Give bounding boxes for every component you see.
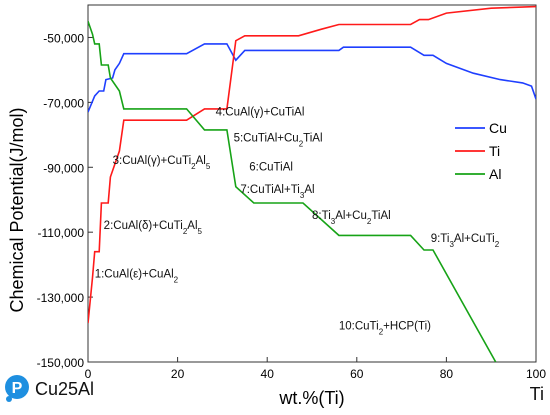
phase-annotation-7: 7:CuTiAl+Ti3Al	[240, 184, 314, 200]
legend: Cu Ti Al	[455, 120, 507, 182]
y-tick-label: -70,000	[43, 96, 84, 110]
series-line-ti	[88, 5, 536, 324]
logo-text: Cu25Al	[35, 379, 95, 399]
series-layer	[88, 5, 536, 362]
y-tick-label: -50,000	[43, 31, 84, 45]
x-tick-label: 80	[440, 367, 454, 381]
plot-frame-layer	[87, 4, 537, 363]
phase-annotation-3: 3:CuAl(γ)+CuTi2Al5	[113, 155, 211, 171]
legend-label-al: Al	[489, 166, 501, 182]
x-axis-title: wt.%(Ti)	[278, 388, 344, 408]
phase-annotation-4: 4:CuAl(γ)+CuTiAl	[216, 106, 305, 118]
phase-annotation-10: 10:CuTi2+HCP(Ti)	[339, 321, 431, 337]
phase-annotation-8: 8:Ti3Al+Cu2TiAl	[312, 210, 391, 226]
phase-annotation-2: 2:CuAl(δ)+CuTi2Al5	[104, 220, 203, 236]
svg-text:P: P	[12, 380, 23, 397]
logo-p-icon: P	[5, 375, 29, 402]
phase-annotation-1: 1:CuAl(ε)+CuAl2	[95, 269, 179, 285]
y-tick-label: -130,000	[37, 291, 85, 305]
phase-annotation-6: 6:CuTiAl	[249, 162, 293, 174]
x-tick-label: 0	[85, 367, 92, 381]
plot-frame	[87, 4, 537, 363]
x-tick-label: 20	[171, 367, 185, 381]
series-line-cu	[88, 43, 536, 113]
y-tick-label: -150,000	[37, 356, 85, 370]
phase-annotation-9: 9:Ti3Al+CuTi2	[431, 233, 500, 249]
bottom-right-label: Ti	[529, 384, 544, 404]
brand-logo: P Cu25Al	[4, 372, 144, 404]
phase-annotation-5: 5:CuTiAl+Cu2TiAl	[234, 132, 323, 148]
x-tick-label: 60	[350, 367, 364, 381]
y-tick-label: -110,000	[38, 226, 85, 240]
y-axis-title: Chemical Potential(J/mol)	[7, 107, 27, 312]
legend-label-ti: Ti	[489, 143, 500, 159]
tick-layer: -50,000 -70,000 -90,000 -110,000 -130,000 -15…	[37, 31, 547, 381]
series-line-al	[88, 20, 497, 362]
legend-label-cu: Cu	[489, 120, 507, 136]
x-tick-label: 40	[261, 367, 275, 381]
x-tick-label: 100	[526, 367, 546, 381]
y-tick-label: -90,000	[43, 161, 84, 175]
annotation-layer: 1:CuAl(ε)+CuAl2 2:CuAl(δ)+CuTi2Al5 3:CuAl(…	[95, 106, 500, 336]
